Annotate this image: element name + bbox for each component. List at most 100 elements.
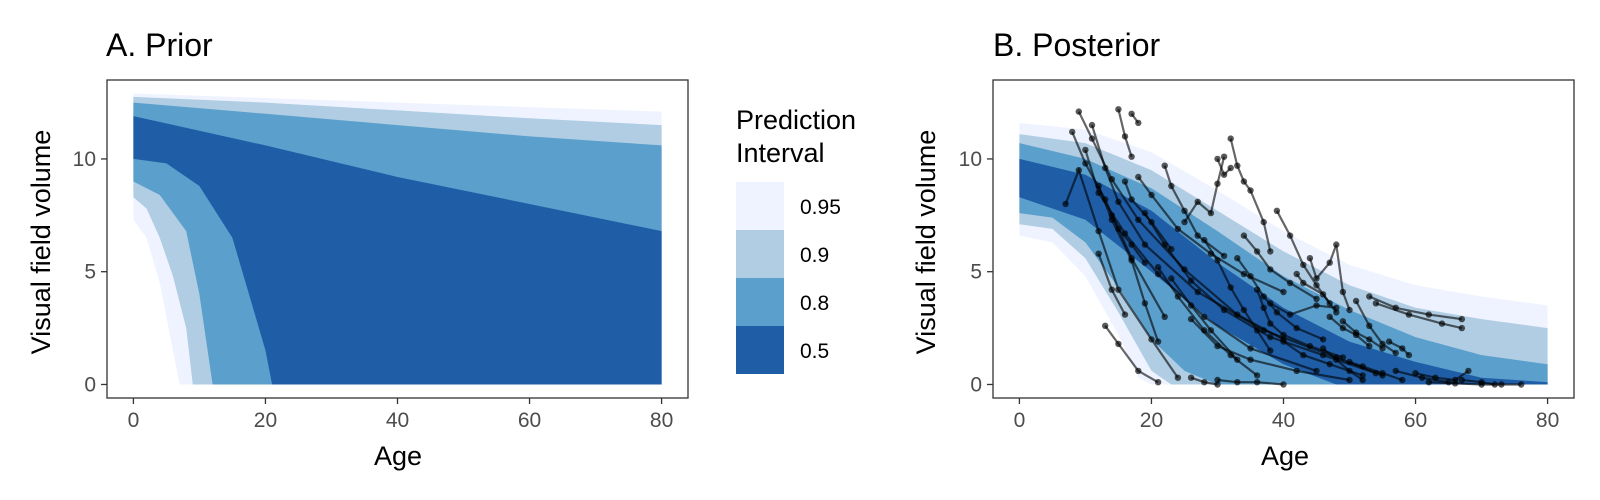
trajectory-point	[1313, 367, 1320, 375]
trajectory-point	[1115, 198, 1122, 205]
trajectory-point	[1498, 381, 1505, 388]
plot-area-posterior: 0 20 40 60 80 0 5 10	[959, 79, 1575, 432]
trajectory-point	[1115, 106, 1122, 113]
trajectory-point	[1062, 200, 1069, 208]
trajectory-point	[1273, 309, 1281, 316]
trajectory-point	[1234, 356, 1241, 363]
trajectory-point	[1095, 227, 1102, 235]
y-axis-title-prior: Visual field volume	[26, 130, 56, 355]
trajectory-point	[1458, 376, 1466, 384]
trajectory-point	[1168, 245, 1175, 253]
trajectory-point	[1095, 182, 1102, 190]
trajectory-point	[1174, 293, 1182, 300]
trajectory-point	[1247, 345, 1254, 352]
trajectory-point	[1319, 351, 1327, 359]
trajectory-point	[1095, 250, 1102, 257]
trajectory-point	[1214, 155, 1221, 163]
trajectory-point	[1313, 295, 1320, 302]
trajectory-point	[1240, 306, 1248, 314]
band-prior-0-5	[133, 116, 662, 385]
trajectory-point	[1174, 225, 1182, 233]
trajectory-point	[1128, 153, 1135, 160]
legend-key-0-95	[736, 182, 784, 230]
legend-label-0-8: 0.8	[800, 292, 829, 315]
x-tick-label-prior: 40	[386, 409, 409, 432]
trajectory-point	[1326, 313, 1333, 320]
trajectory-line	[1064, 166, 1179, 379]
trajectory-line	[1415, 369, 1470, 382]
trajectory-point	[1148, 336, 1155, 343]
trajectory-point	[1346, 306, 1353, 314]
trajectory-point	[1069, 128, 1076, 136]
trajectory-point	[1491, 381, 1499, 388]
trajectory-point	[1201, 379, 1208, 386]
trajectory-point	[1366, 336, 1373, 343]
trajectory-point	[1267, 347, 1274, 354]
y-tick-label-prior: 5	[84, 261, 96, 284]
trajectory-point	[1280, 331, 1287, 339]
trajectory-point	[1207, 209, 1215, 217]
trajectory-point	[1412, 370, 1419, 377]
trajectory-point	[1128, 241, 1135, 248]
trajectory-line	[1328, 315, 1371, 347]
trajectory-point	[1115, 225, 1122, 233]
trajectory-point	[1267, 248, 1274, 255]
band-posterior-0-5	[1019, 158, 1548, 385]
trajectory-point	[1478, 379, 1485, 386]
trajectory-point	[1214, 342, 1221, 350]
trajectory-point	[1392, 367, 1399, 375]
trajectory-point	[1372, 300, 1380, 307]
trajectory-point	[1154, 264, 1162, 271]
trajectory-line	[1342, 320, 1384, 350]
trajectory-point	[1128, 257, 1135, 264]
trajectory-point	[1385, 338, 1393, 345]
trajectory-point	[1227, 135, 1234, 142]
trajectory-line	[1229, 138, 1272, 252]
trajectory-point	[1075, 167, 1083, 174]
trajectory-point	[1399, 376, 1406, 384]
trajectory-point	[1339, 324, 1347, 332]
trajectory-point	[1240, 178, 1248, 185]
trajectory-point	[1399, 345, 1406, 352]
trajectory-point	[1319, 291, 1327, 298]
trajectory-point	[1432, 374, 1439, 381]
x-tick-label-posterior: 0	[1014, 409, 1026, 432]
trajectory-point	[1194, 198, 1201, 205]
legend: Prediction Interval 0.95 0.9 0.8 0.5	[736, 105, 856, 374]
trajectory-point	[1392, 349, 1399, 357]
trajectory-point	[1214, 257, 1221, 264]
trajectory-point	[1174, 374, 1182, 381]
y-tick-label-posterior: 5	[970, 261, 982, 284]
trajectory-point	[1352, 329, 1360, 336]
trajectory-point	[1141, 300, 1149, 307]
trajectory-point	[1220, 252, 1228, 260]
trajectory-point	[1339, 288, 1347, 296]
trajectory-point	[1075, 108, 1083, 115]
trajectory-point	[1339, 354, 1347, 361]
trajectory-point	[1405, 351, 1413, 359]
trajectory-point	[1260, 218, 1267, 226]
trajectory-point	[1214, 376, 1221, 384]
trajectory-point	[1227, 284, 1234, 291]
trajectory-point	[1293, 270, 1300, 278]
plot-content-prior	[133, 93, 662, 385]
trajectory-point	[1326, 361, 1333, 368]
trajectory-point	[1154, 270, 1162, 278]
trajectory-point	[1102, 322, 1109, 329]
trajectory-point	[1115, 340, 1122, 348]
panel-posterior: B. Posterior 0 20 40 60 80 0 5 10 Age Visual fi…	[911, 27, 1575, 471]
trajectory-point	[1121, 311, 1129, 318]
trajectory-point	[1366, 322, 1373, 329]
trajectory-point	[1458, 315, 1466, 323]
y-tick-label-prior: 10	[73, 148, 96, 171]
trajectory-point	[1220, 153, 1228, 160]
legend-title-line2: Interval	[736, 138, 825, 168]
trajectory-point	[1148, 191, 1155, 199]
x-tick-label-prior: 0	[128, 409, 140, 432]
trajectory-point	[1319, 336, 1327, 343]
trajectory-point	[1300, 279, 1307, 287]
panel-b-title: B. Posterior	[993, 27, 1161, 63]
trajectory-point	[1148, 218, 1155, 226]
trajectory-line	[1110, 214, 1146, 264]
